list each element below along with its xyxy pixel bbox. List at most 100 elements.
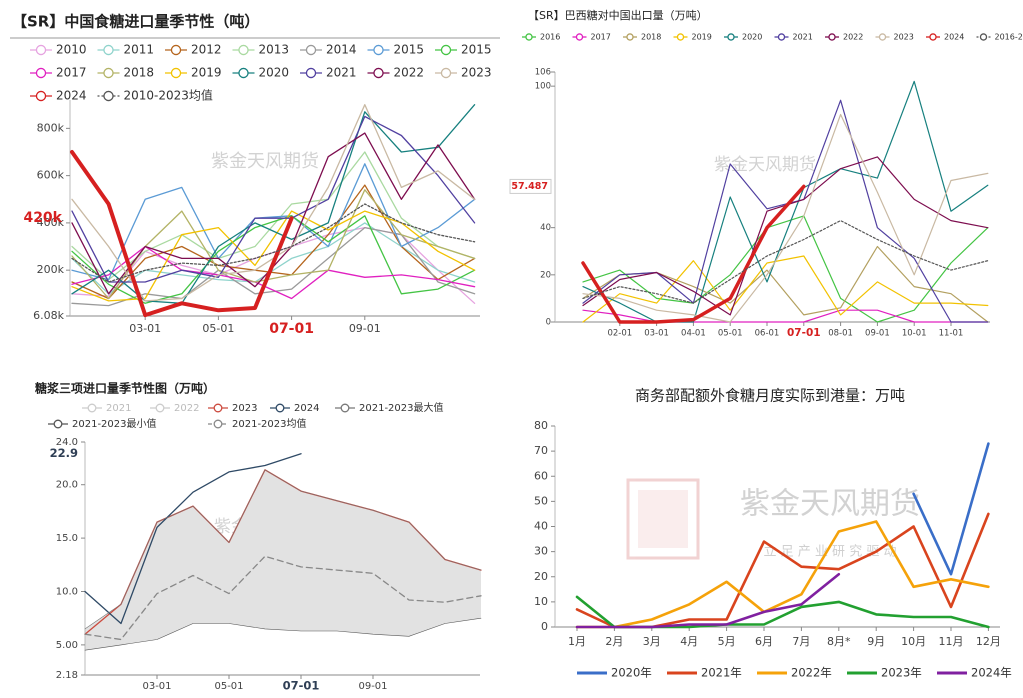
legend-marker <box>526 34 532 40</box>
x-tick-label: 7月 <box>792 635 810 648</box>
y-tick-label: 0 <box>541 620 548 633</box>
y-tick-label: 10.0 <box>56 586 78 597</box>
watermark: 紫金天风期货 <box>740 487 920 522</box>
y-tick-label: 600k <box>37 169 65 182</box>
legend-marker <box>239 45 248 54</box>
legend-label: 2010-2023均值 <box>124 88 213 103</box>
legend-marker <box>54 420 62 428</box>
y-tick-label: 6.08k <box>33 309 64 322</box>
x-tick-label: 10-01 <box>902 329 927 339</box>
legend-marker <box>171 45 180 54</box>
legend-marker <box>728 34 734 40</box>
legend-label: 2023 <box>461 66 492 80</box>
legend-label: 2011 <box>124 43 155 57</box>
x-tick-label: 8月* <box>827 635 851 648</box>
legend-marker <box>88 404 96 412</box>
x-tick-label: 9月 <box>867 635 885 648</box>
legend-marker <box>778 34 784 40</box>
x-tick-label: 02-01 <box>607 329 632 339</box>
legend-marker <box>36 68 45 77</box>
legend-label: 2017 <box>591 33 611 42</box>
legend-label: 2022年 <box>791 666 832 680</box>
y-tick-label: 40 <box>540 223 551 233</box>
y-tick-label: 20 <box>540 270 551 280</box>
watermark: 紫金天风期货 <box>211 151 319 172</box>
legend-marker <box>980 34 986 40</box>
chart-title: 商务部配额外食糖月度实际到港量：万吨 <box>635 387 905 405</box>
x-tick-label: 05-01 <box>214 681 243 692</box>
y-tick-label: 2.18 <box>56 670 78 681</box>
x-tick-label: 06-01 <box>755 329 780 339</box>
chart-title: 【SR】中国食糖进口量季节性（吨） <box>12 13 259 31</box>
y-tick-label: 5.00 <box>56 640 78 651</box>
legend-label: 2022 <box>843 33 863 42</box>
stamp-fill <box>638 490 688 548</box>
x-tick-label: 3月 <box>643 635 661 648</box>
legend-label: 2022 <box>174 403 199 414</box>
legend-label: 2021 <box>326 66 357 80</box>
y-tick-label: 30 <box>534 545 548 558</box>
legend-label: 2023 <box>894 33 914 42</box>
legend-label: 2023 <box>232 403 257 414</box>
x-tick-label: 11月 <box>939 635 964 648</box>
y-annotation: 420k <box>23 210 62 226</box>
y-tick-label: 15.0 <box>56 533 78 544</box>
y-tick-label: 60 <box>534 469 548 482</box>
legend-label: 2016-2023均值 <box>995 32 1023 42</box>
legend-marker <box>36 45 45 54</box>
legend-marker <box>441 68 450 77</box>
legend-marker <box>341 404 349 412</box>
x-tick-label: 03-01 <box>644 329 669 339</box>
legend-label: 2012 <box>191 43 222 57</box>
x-tick-label: 6月 <box>755 635 773 648</box>
x-tick-label: 09-01 <box>349 322 381 335</box>
legend-marker <box>930 34 936 40</box>
legend-marker <box>374 68 383 77</box>
x-tick-label: 09-01 <box>865 329 890 339</box>
x-tick-label: 04-01 <box>681 329 706 339</box>
legend-marker <box>627 34 633 40</box>
legend-label: 2024 <box>56 89 87 103</box>
y-annotation: 57.487 <box>511 181 548 192</box>
legend-marker <box>36 91 45 100</box>
legend-marker <box>829 34 835 40</box>
y-tick-label: 20.0 <box>56 480 78 491</box>
legend-marker <box>104 91 113 100</box>
x-tick-label: 5月 <box>718 635 736 648</box>
y-tick-label: 0 <box>546 318 551 328</box>
legend-label: 2015 <box>461 43 492 57</box>
x-tick-label: 09-01 <box>358 681 387 692</box>
x-tick-label: 08-01 <box>828 329 853 339</box>
legend-label: 2019 <box>692 33 712 42</box>
legend-marker <box>441 45 450 54</box>
x-tick-label: 07-01 <box>283 679 320 693</box>
chart-title: 【SR】巴西糖对中国出口量（万吨） <box>528 8 708 22</box>
legend-label: 2021 <box>793 33 813 42</box>
legend-label: 2010 <box>56 43 87 57</box>
legend-label: 2017 <box>56 66 87 80</box>
x-tick-label: 07-01 <box>787 327 821 339</box>
legend-label: 2015 <box>394 43 425 57</box>
y-annotation: 22.9 <box>50 446 78 460</box>
legend-marker <box>104 45 113 54</box>
x-tick-label: 03-01 <box>129 322 161 335</box>
legend-marker <box>306 68 315 77</box>
legend-label: 2021 <box>106 403 131 414</box>
y-tick-label: 40 <box>534 520 548 533</box>
watermark-stamp <box>628 480 698 558</box>
y-tick-label: 10 <box>534 595 548 608</box>
legend-label: 2021-2023均值 <box>232 417 307 430</box>
legend-label: 2018 <box>124 66 155 80</box>
legend-marker <box>374 45 383 54</box>
legend-label: 2024 <box>294 403 319 414</box>
legend-marker <box>171 68 180 77</box>
chart-title: 糖浆三项进口量季节性图（万吨） <box>35 381 215 396</box>
y-tick-label: 200k <box>37 263 65 276</box>
legend-marker <box>276 404 284 412</box>
legend-label: 2022 <box>394 66 425 80</box>
y-tick-label: 70 <box>534 444 548 457</box>
legend-label: 2014 <box>326 43 357 57</box>
x-tick-label: 2月 <box>605 635 623 648</box>
legend-marker <box>214 404 222 412</box>
